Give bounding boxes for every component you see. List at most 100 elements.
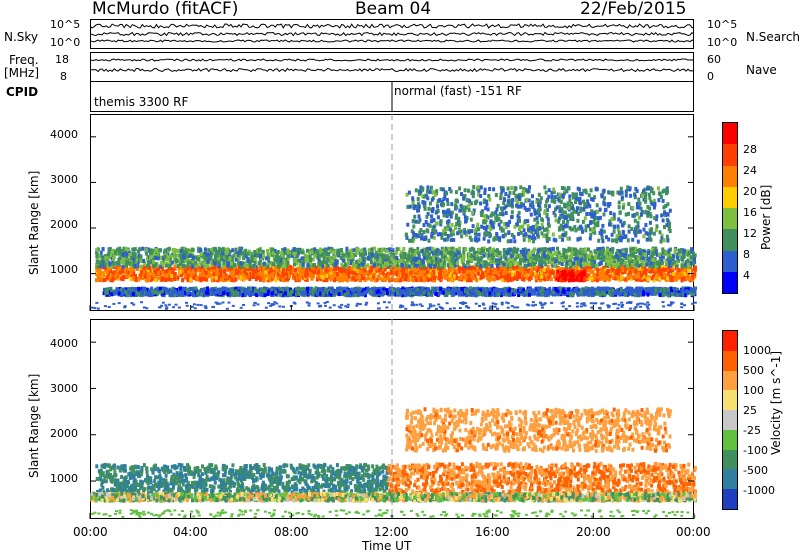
power-cell xyxy=(583,250,587,255)
power-cell xyxy=(99,250,103,255)
power-cell xyxy=(219,270,223,275)
power-cell xyxy=(488,246,492,251)
power-cell xyxy=(159,273,163,278)
power-cell xyxy=(394,271,398,276)
power-cell xyxy=(181,263,185,268)
power-cell xyxy=(601,257,605,262)
power-cell xyxy=(380,253,384,258)
power-cell xyxy=(644,268,648,273)
power-cell xyxy=(397,274,401,279)
power-cell xyxy=(148,268,152,273)
power-cell xyxy=(133,264,137,268)
power-cell xyxy=(203,256,207,261)
power-cell xyxy=(308,255,312,260)
power-cell xyxy=(672,277,676,282)
power-cell xyxy=(253,250,257,254)
power-cell xyxy=(469,271,473,276)
power-cell xyxy=(168,277,172,282)
power-cell xyxy=(361,257,365,261)
power-cell xyxy=(524,257,528,261)
power-cell xyxy=(325,274,329,278)
power-cell xyxy=(452,268,456,273)
power-cell xyxy=(556,246,559,251)
power-cell xyxy=(408,264,412,269)
power-cell xyxy=(305,277,309,282)
power-cell xyxy=(451,264,455,269)
power-cell xyxy=(682,254,686,258)
power-cell xyxy=(252,267,256,272)
power-cell xyxy=(576,256,579,261)
power-cell xyxy=(231,270,235,275)
power-cell xyxy=(185,254,189,259)
power-cell xyxy=(132,271,136,276)
power-cell xyxy=(174,258,178,263)
power-cell xyxy=(595,253,599,258)
power-cell xyxy=(410,261,414,266)
power-cell xyxy=(399,277,403,282)
power-cell xyxy=(683,267,687,272)
power-cell xyxy=(399,269,403,274)
power-cell xyxy=(610,271,614,276)
power-cell xyxy=(666,276,669,281)
power-cell xyxy=(461,258,465,263)
power-cell xyxy=(658,268,662,273)
power-cell xyxy=(621,253,625,257)
power-cell xyxy=(204,274,208,279)
power-cell xyxy=(666,254,670,259)
power-cell xyxy=(425,270,429,275)
power-cell xyxy=(324,271,328,275)
power-cell xyxy=(525,275,529,279)
power-cell xyxy=(440,275,444,280)
power-cell xyxy=(240,246,244,251)
power-cell xyxy=(160,260,163,265)
power-cell xyxy=(472,269,476,274)
power-cell xyxy=(207,270,211,275)
power-cell xyxy=(427,252,431,257)
power-cell xyxy=(486,253,490,258)
power-cell xyxy=(262,277,266,282)
power-cell xyxy=(536,268,539,273)
power-cell xyxy=(655,261,659,265)
power-cell xyxy=(423,251,426,256)
power-cell xyxy=(382,275,386,280)
power-cell xyxy=(350,270,354,275)
power-cell xyxy=(125,274,129,278)
power-cell xyxy=(634,255,638,260)
power-cell xyxy=(187,260,191,265)
power-cell xyxy=(693,272,697,277)
power-cell xyxy=(97,253,101,258)
power-cell xyxy=(381,261,385,266)
power-cell xyxy=(329,277,333,282)
power-cell xyxy=(559,253,563,257)
power-cell xyxy=(583,253,587,258)
power-cell xyxy=(519,249,523,254)
power-cell xyxy=(676,274,679,279)
power-cell xyxy=(255,293,259,298)
power-cell xyxy=(227,261,231,266)
power-cell xyxy=(568,262,572,266)
power-cell xyxy=(637,277,641,282)
power-cell xyxy=(629,250,633,255)
power-cell xyxy=(479,267,483,272)
power-cell xyxy=(677,272,681,276)
power-cell xyxy=(598,247,602,251)
power-cell xyxy=(517,266,521,271)
power-cell xyxy=(659,271,663,276)
power-cell xyxy=(203,276,207,281)
power-cell xyxy=(574,252,578,257)
power-cell xyxy=(428,264,432,269)
power-cell xyxy=(462,270,466,275)
power-cell xyxy=(583,257,587,262)
power-cell xyxy=(482,249,485,254)
power-cell xyxy=(230,257,234,262)
power-cell xyxy=(146,269,150,274)
power-cell xyxy=(568,254,572,259)
power-cell xyxy=(589,264,593,269)
power-cell xyxy=(432,255,435,260)
power-cell xyxy=(524,259,528,264)
power-cell xyxy=(631,251,635,256)
power-cell xyxy=(404,269,408,274)
power-cell xyxy=(129,252,133,257)
power-cell xyxy=(676,256,680,261)
power-cell xyxy=(587,257,591,262)
